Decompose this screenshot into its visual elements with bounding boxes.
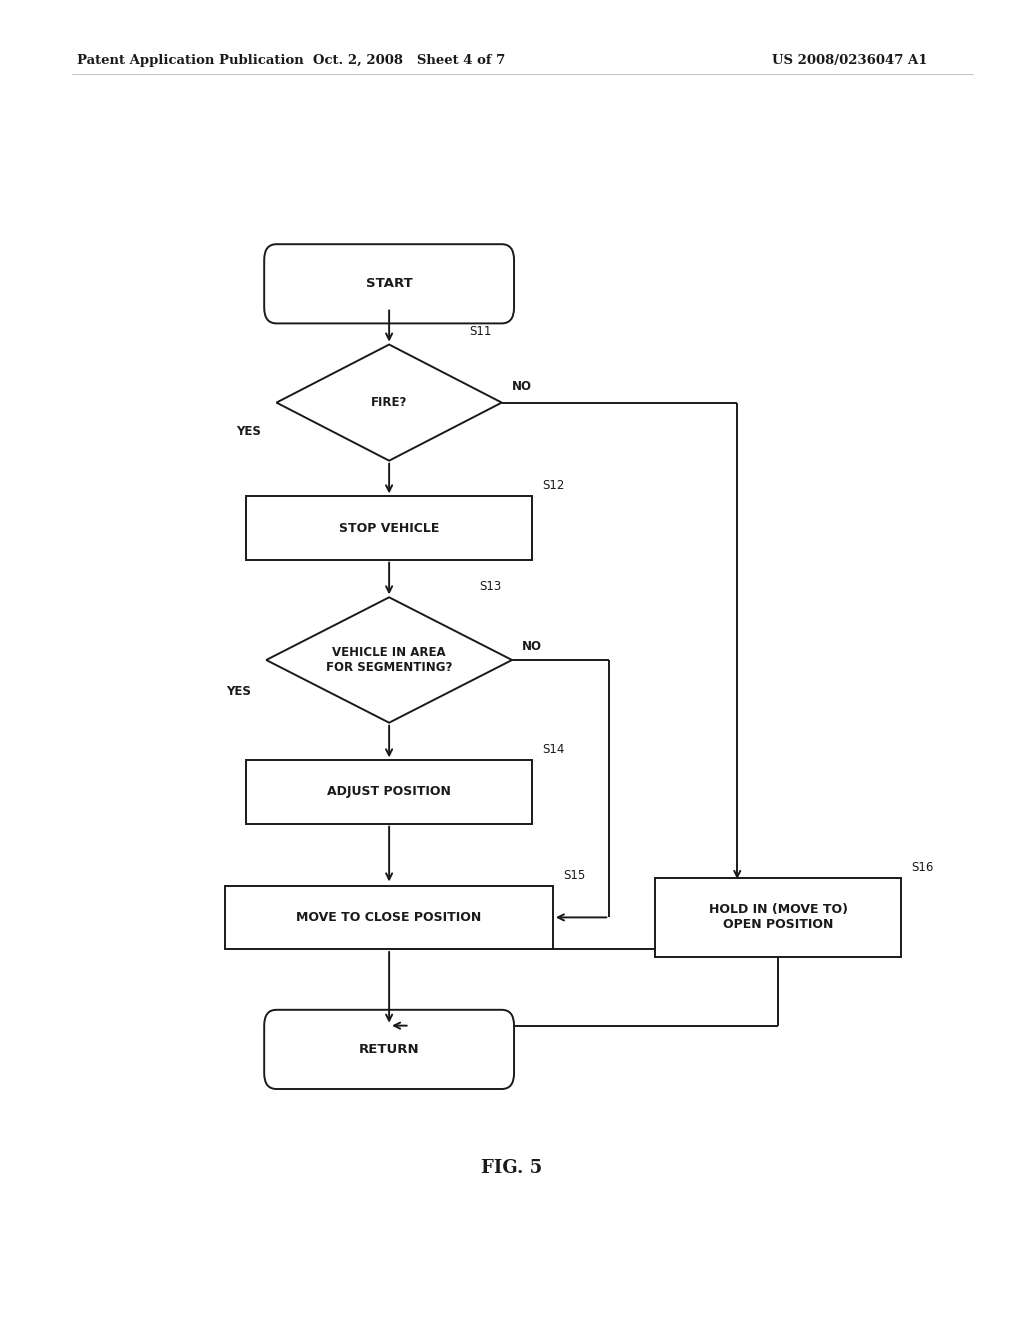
- FancyBboxPatch shape: [264, 1010, 514, 1089]
- Text: FIRE?: FIRE?: [371, 396, 408, 409]
- Bar: [655, 878, 901, 957]
- Polygon shape: [276, 345, 502, 461]
- Text: US 2008/0236047 A1: US 2008/0236047 A1: [772, 54, 928, 67]
- Text: YES: YES: [237, 425, 261, 438]
- FancyBboxPatch shape: [264, 244, 514, 323]
- Text: Patent Application Publication: Patent Application Publication: [77, 54, 303, 67]
- Text: S14: S14: [543, 743, 565, 756]
- Text: MOVE TO CLOSE POSITION: MOVE TO CLOSE POSITION: [297, 911, 481, 924]
- Text: RETURN: RETURN: [358, 1043, 420, 1056]
- Text: S12: S12: [543, 479, 565, 492]
- Text: ADJUST POSITION: ADJUST POSITION: [328, 785, 451, 799]
- Bar: [225, 886, 553, 949]
- Text: NO: NO: [512, 380, 532, 393]
- Text: STOP VEHICLE: STOP VEHICLE: [339, 521, 439, 535]
- Text: Oct. 2, 2008   Sheet 4 of 7: Oct. 2, 2008 Sheet 4 of 7: [313, 54, 506, 67]
- Text: S11: S11: [469, 325, 492, 338]
- Text: START: START: [366, 277, 413, 290]
- Text: FIG. 5: FIG. 5: [481, 1159, 543, 1177]
- Text: YES: YES: [226, 685, 251, 698]
- Text: VEHICLE IN AREA
FOR SEGMENTING?: VEHICLE IN AREA FOR SEGMENTING?: [326, 645, 453, 675]
- Bar: [246, 760, 532, 824]
- Text: NO: NO: [522, 640, 543, 653]
- Text: S13: S13: [479, 581, 502, 594]
- Polygon shape: [266, 597, 512, 722]
- Text: S16: S16: [911, 861, 934, 874]
- Text: S15: S15: [563, 869, 586, 882]
- Bar: [246, 496, 532, 560]
- Text: HOLD IN (MOVE TO)
OPEN POSITION: HOLD IN (MOVE TO) OPEN POSITION: [709, 903, 848, 932]
